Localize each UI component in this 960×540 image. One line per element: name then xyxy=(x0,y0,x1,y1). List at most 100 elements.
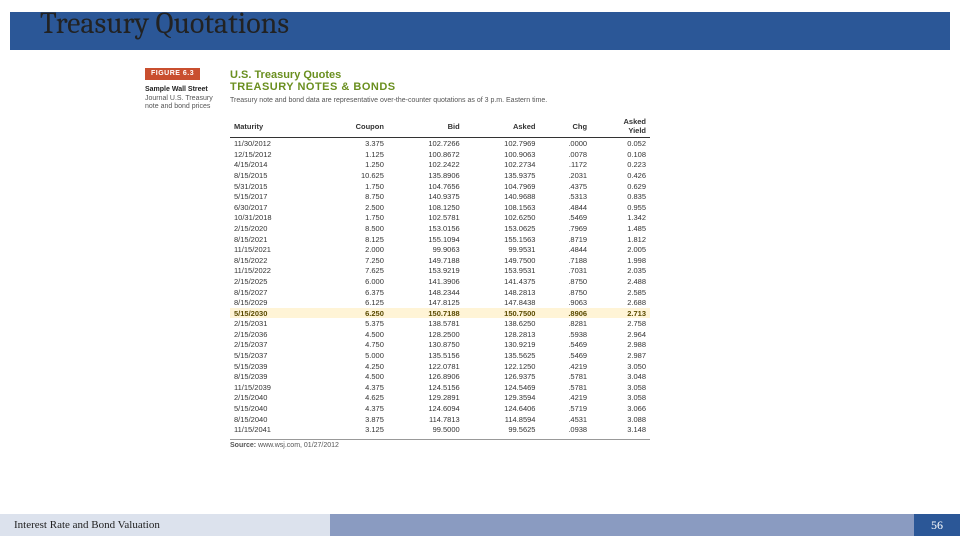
table-cell: 2.005 xyxy=(591,244,650,255)
source-text: www.wsj.com, 01/27/2012 xyxy=(258,442,339,449)
table-cell: 5/15/2040 xyxy=(230,403,318,414)
table-cell: 1.125 xyxy=(318,149,388,160)
table-cell: 4.750 xyxy=(318,340,388,351)
table-cell: 3.058 xyxy=(591,393,650,404)
table-cell: 124.6406 xyxy=(464,403,540,414)
table-body: 11/30/20123.375102.7266102.7969.00000.05… xyxy=(230,138,650,435)
table-cell: 10/31/2018 xyxy=(230,213,318,224)
table-col-header: AskedYield xyxy=(591,115,650,138)
table-cell: 122.0781 xyxy=(388,361,464,372)
table-cell: 0.426 xyxy=(591,170,650,181)
table-cell: 2.500 xyxy=(318,202,388,213)
table-cell: 129.3594 xyxy=(464,393,540,404)
table-row: 4/15/20141.250102.2422102.2734.11720.223 xyxy=(230,160,650,171)
table-cell: 2.713 xyxy=(591,308,650,319)
table-cell: .8750 xyxy=(539,276,591,287)
table-cell: 155.1563 xyxy=(464,234,540,245)
table-cell: 2.688 xyxy=(591,297,650,308)
table-cell: 124.5469 xyxy=(464,382,540,393)
table-cell: 153.9219 xyxy=(388,266,464,277)
table-cell: .0078 xyxy=(539,149,591,160)
table-cell: .8750 xyxy=(539,287,591,298)
table-cell: 108.1250 xyxy=(388,202,464,213)
table-row: 11/15/20413.12599.500099.5625.09383.148 xyxy=(230,424,650,435)
table-row: 11/15/20212.00099.906399.9531.48442.005 xyxy=(230,244,650,255)
table-cell: 8/15/2027 xyxy=(230,287,318,298)
table-cell: 4.500 xyxy=(318,329,388,340)
table-cell: .8281 xyxy=(539,318,591,329)
table-cell: 2/15/2036 xyxy=(230,329,318,340)
table-cell: 6.250 xyxy=(318,308,388,319)
table-cell: 3.125 xyxy=(318,424,388,435)
table-row: 8/15/20403.875114.7813114.8594.45313.088 xyxy=(230,414,650,425)
table-cell: 108.1563 xyxy=(464,202,540,213)
table-cell: 104.7656 xyxy=(388,181,464,192)
table-cell: 2.758 xyxy=(591,318,650,329)
table-cell: 6.125 xyxy=(318,297,388,308)
table-cell: 149.7188 xyxy=(388,255,464,266)
footer-mid xyxy=(330,514,914,536)
table-cell: 8/15/2015 xyxy=(230,170,318,181)
table-cell: 8/15/2040 xyxy=(230,414,318,425)
table-cell: 3.875 xyxy=(318,414,388,425)
table-cell: 138.6250 xyxy=(464,318,540,329)
table-cell: 2.987 xyxy=(591,350,650,361)
table-cell: .7188 xyxy=(539,255,591,266)
table-cell: 2.035 xyxy=(591,266,650,277)
table-cell: .0938 xyxy=(539,424,591,435)
table-cell: 2.585 xyxy=(591,287,650,298)
table-cell: 114.7813 xyxy=(388,414,464,425)
table-row: 2/15/20374.750130.8750130.9219.54692.988 xyxy=(230,340,650,351)
table-cell: 148.2344 xyxy=(388,287,464,298)
table-cell: 4.625 xyxy=(318,393,388,404)
table-cell: 155.1094 xyxy=(388,234,464,245)
figure-container: FIGURE 6.3 Sample Wall Street Journal U.… xyxy=(230,68,730,449)
figure-heading-1: U.S. Treasury Quotes xyxy=(230,69,730,81)
table-cell: .5469 xyxy=(539,350,591,361)
table-cell: 2/15/2037 xyxy=(230,340,318,351)
table-cell: 102.7969 xyxy=(464,138,540,149)
table-cell: 0.108 xyxy=(591,149,650,160)
table-cell: 102.2734 xyxy=(464,160,540,171)
table-cell: .5781 xyxy=(539,382,591,393)
table-cell: .8719 xyxy=(539,234,591,245)
table-cell: .5781 xyxy=(539,371,591,382)
table-cell: .5938 xyxy=(539,329,591,340)
table-cell: 141.3906 xyxy=(388,276,464,287)
table-cell: 5.375 xyxy=(318,318,388,329)
table-col-header: Chg xyxy=(539,115,591,138)
table-cell: 140.9688 xyxy=(464,191,540,202)
table-row: 5/15/20375.000135.5156135.5625.54692.987 xyxy=(230,350,650,361)
table-cell: 7.625 xyxy=(318,266,388,277)
table-cell: 11/15/2022 xyxy=(230,266,318,277)
table-row: 11/30/20123.375102.7266102.7969.00000.05… xyxy=(230,138,650,149)
table-cell: 99.5625 xyxy=(464,424,540,435)
table-cell: 153.0625 xyxy=(464,223,540,234)
table-cell: 11/30/2012 xyxy=(230,138,318,149)
table-cell: 5/15/2017 xyxy=(230,191,318,202)
table-cell: 141.4375 xyxy=(464,276,540,287)
table-cell: 8.125 xyxy=(318,234,388,245)
table-cell: 5/15/2037 xyxy=(230,350,318,361)
table-cell: 1.485 xyxy=(591,223,650,234)
table-cell: 150.7188 xyxy=(388,308,464,319)
table-cell: 100.8672 xyxy=(388,149,464,160)
table-cell: 4.375 xyxy=(318,382,388,393)
table-col-header: Coupon xyxy=(318,115,388,138)
sidebar-rest: Journal U.S. Treasury note and bond pric… xyxy=(145,95,225,112)
table-row: 8/15/20394.500126.8906126.9375.57813.048 xyxy=(230,371,650,382)
table-row: 2/15/20404.625129.2891129.3594.42193.058 xyxy=(230,393,650,404)
table-row: 8/15/20276.375148.2344148.2813.87502.585 xyxy=(230,287,650,298)
table-cell: 126.8906 xyxy=(388,371,464,382)
table-cell: 3.066 xyxy=(591,403,650,414)
table-cell: 3.058 xyxy=(591,382,650,393)
source-label: Source: xyxy=(230,442,256,449)
table-cell: 124.5156 xyxy=(388,382,464,393)
table-cell: 3.048 xyxy=(591,371,650,382)
table-cell: 6/30/2017 xyxy=(230,202,318,213)
table-cell: 138.5781 xyxy=(388,318,464,329)
table-cell: 3.088 xyxy=(591,414,650,425)
table-cell: 6.000 xyxy=(318,276,388,287)
table-cell: .4844 xyxy=(539,244,591,255)
table-col-header: Asked xyxy=(464,115,540,138)
